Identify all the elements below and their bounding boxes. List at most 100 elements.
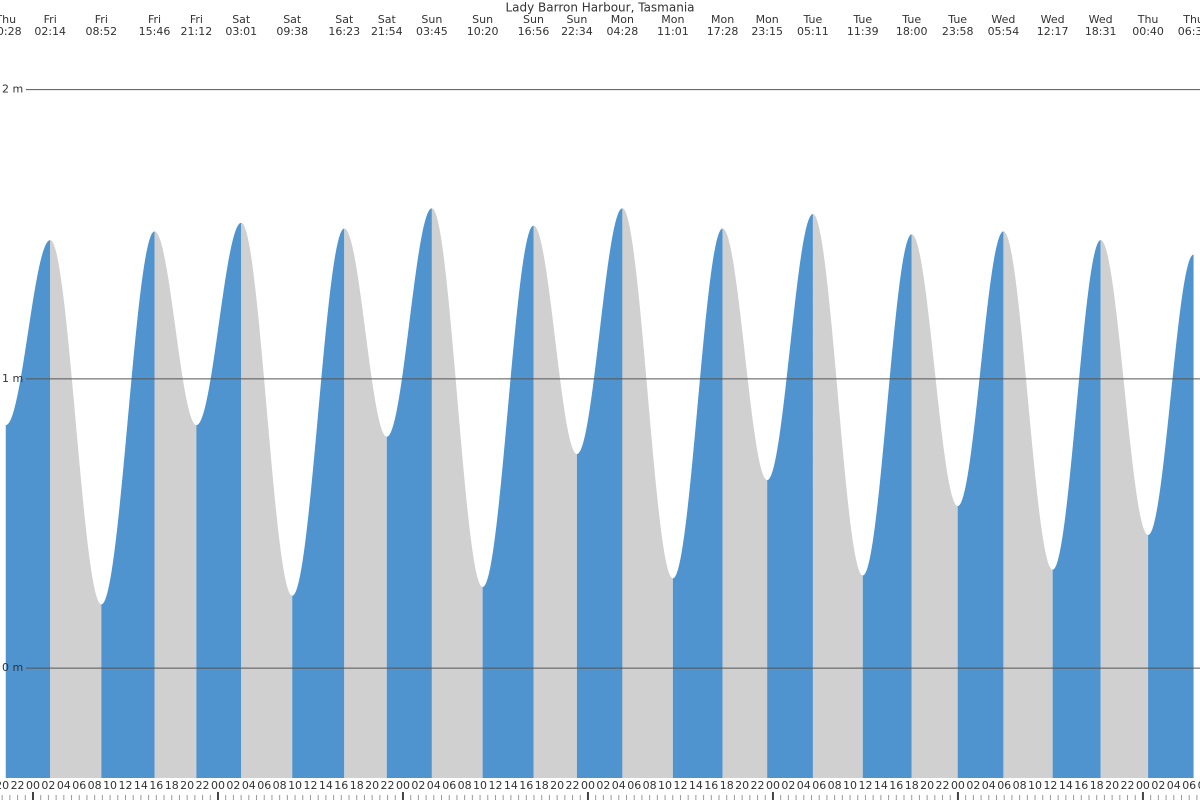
hour-label: 12 xyxy=(673,779,687,792)
rising-segment xyxy=(292,228,345,778)
hour-label: 20 xyxy=(1105,779,1119,792)
hour-label: 18 xyxy=(350,779,364,792)
rising-segment xyxy=(196,222,242,779)
extreme-day: Wed xyxy=(1089,13,1113,26)
hour-label: 06 xyxy=(1182,779,1196,792)
hour-label: 06 xyxy=(72,779,86,792)
extreme-time: 20:28 xyxy=(0,25,22,38)
extreme-day: Sun xyxy=(472,13,493,26)
extreme-day: Fri xyxy=(148,13,161,26)
extreme-time: 11:39 xyxy=(847,25,879,38)
hour-label: 06 xyxy=(442,779,456,792)
extreme-time: 16:23 xyxy=(328,25,360,38)
extreme-day: Sun xyxy=(566,13,587,26)
extreme-time: 15:46 xyxy=(139,25,171,38)
hour-label: 02 xyxy=(411,779,425,792)
hour-label: 08 xyxy=(643,779,657,792)
falling-segment xyxy=(154,231,197,778)
hour-label: 14 xyxy=(689,779,703,792)
extreme-time: 05:54 xyxy=(988,25,1020,38)
rising-segment xyxy=(101,231,155,778)
extreme-day: Thu xyxy=(1137,13,1159,26)
falling-segment xyxy=(722,228,768,778)
hour-label: 02 xyxy=(1151,779,1165,792)
hour-label: 04 xyxy=(612,779,626,792)
hour-label: 08 xyxy=(1013,779,1027,792)
extreme-time: 11:01 xyxy=(657,25,689,38)
hour-label: 00 xyxy=(1136,779,1150,792)
hour-label: 22 xyxy=(936,779,950,792)
extreme-day: Tue xyxy=(947,13,967,26)
extreme-day: Sat xyxy=(378,13,397,26)
hour-label: 14 xyxy=(134,779,148,792)
hour-label: 16 xyxy=(889,779,903,792)
hour-label: 00 xyxy=(211,779,225,792)
hour-label: 16 xyxy=(1074,779,1088,792)
extreme-day: Wed xyxy=(1041,13,1065,26)
hour-label: 02 xyxy=(966,779,980,792)
hour-label: 00 xyxy=(396,779,410,792)
hour-label: 10 xyxy=(288,779,302,792)
rising-segment xyxy=(576,208,623,778)
extreme-time: 23:15 xyxy=(751,25,783,38)
hour-label: 12 xyxy=(1043,779,1057,792)
hour-label: 20 xyxy=(550,779,564,792)
hour-label: 12 xyxy=(488,779,502,792)
falling-segment xyxy=(812,214,863,778)
falling-segment xyxy=(50,240,102,778)
extreme-day: Fri xyxy=(95,13,108,26)
rising-segment xyxy=(672,228,723,778)
hour-label: 12 xyxy=(303,779,317,792)
extreme-time: 06:34 xyxy=(1178,25,1200,38)
hour-label: 20 xyxy=(920,779,934,792)
extreme-day: Tue xyxy=(901,13,921,26)
hour-label: 06 xyxy=(257,779,271,792)
hour-label: 00 xyxy=(951,779,965,792)
hour-label: 18 xyxy=(1090,779,1104,792)
rising-segment xyxy=(862,234,912,779)
rising-segment xyxy=(5,240,51,778)
extreme-day: Thu xyxy=(0,13,16,26)
hour-label: 22 xyxy=(1121,779,1135,792)
extreme-time: 08:52 xyxy=(85,25,117,38)
extreme-time: 18:31 xyxy=(1085,25,1117,38)
hour-label: 16 xyxy=(519,779,533,792)
extreme-time: 16:56 xyxy=(518,25,550,38)
hour-label: 20 xyxy=(180,779,194,792)
hour-label: 14 xyxy=(1059,779,1073,792)
hour-label: 10 xyxy=(1028,779,1042,792)
hour-label: 20 xyxy=(735,779,749,792)
hour-label: 10 xyxy=(843,779,857,792)
hour-label: 16 xyxy=(334,779,348,792)
extreme-time: 12:17 xyxy=(1037,25,1069,38)
falling-segment xyxy=(533,225,577,779)
extreme-day: Mon xyxy=(756,13,779,26)
extreme-time: 21:54 xyxy=(371,25,403,38)
extreme-time: 10:20 xyxy=(467,25,499,38)
extreme-day: Sat xyxy=(335,13,354,26)
hour-label: 02 xyxy=(226,779,240,792)
extreme-day: Fri xyxy=(44,13,57,26)
extreme-time: 03:01 xyxy=(225,25,257,38)
extreme-time: 05:11 xyxy=(797,25,829,38)
extreme-day: Tue xyxy=(803,13,823,26)
hour-label: 22 xyxy=(196,779,210,792)
hour-label: 04 xyxy=(797,779,811,792)
hour-label: 06 xyxy=(627,779,641,792)
hour-label: 04 xyxy=(1167,779,1181,792)
falling-segment xyxy=(241,222,293,779)
falling-segment xyxy=(622,208,673,778)
tide-areas xyxy=(5,208,1194,779)
extreme-time: 22:34 xyxy=(561,25,593,38)
hour-label: 22 xyxy=(751,779,765,792)
extreme-time: 00:40 xyxy=(1132,25,1164,38)
y-tick-label: 0 m xyxy=(2,661,23,674)
extreme-time: 17:28 xyxy=(707,25,739,38)
hour-label: 10 xyxy=(103,779,117,792)
rising-segment xyxy=(482,225,534,779)
falling-segment xyxy=(911,234,958,779)
hour-label: 20 xyxy=(0,779,9,792)
falling-segment xyxy=(344,228,387,778)
hour-label: 18 xyxy=(905,779,919,792)
